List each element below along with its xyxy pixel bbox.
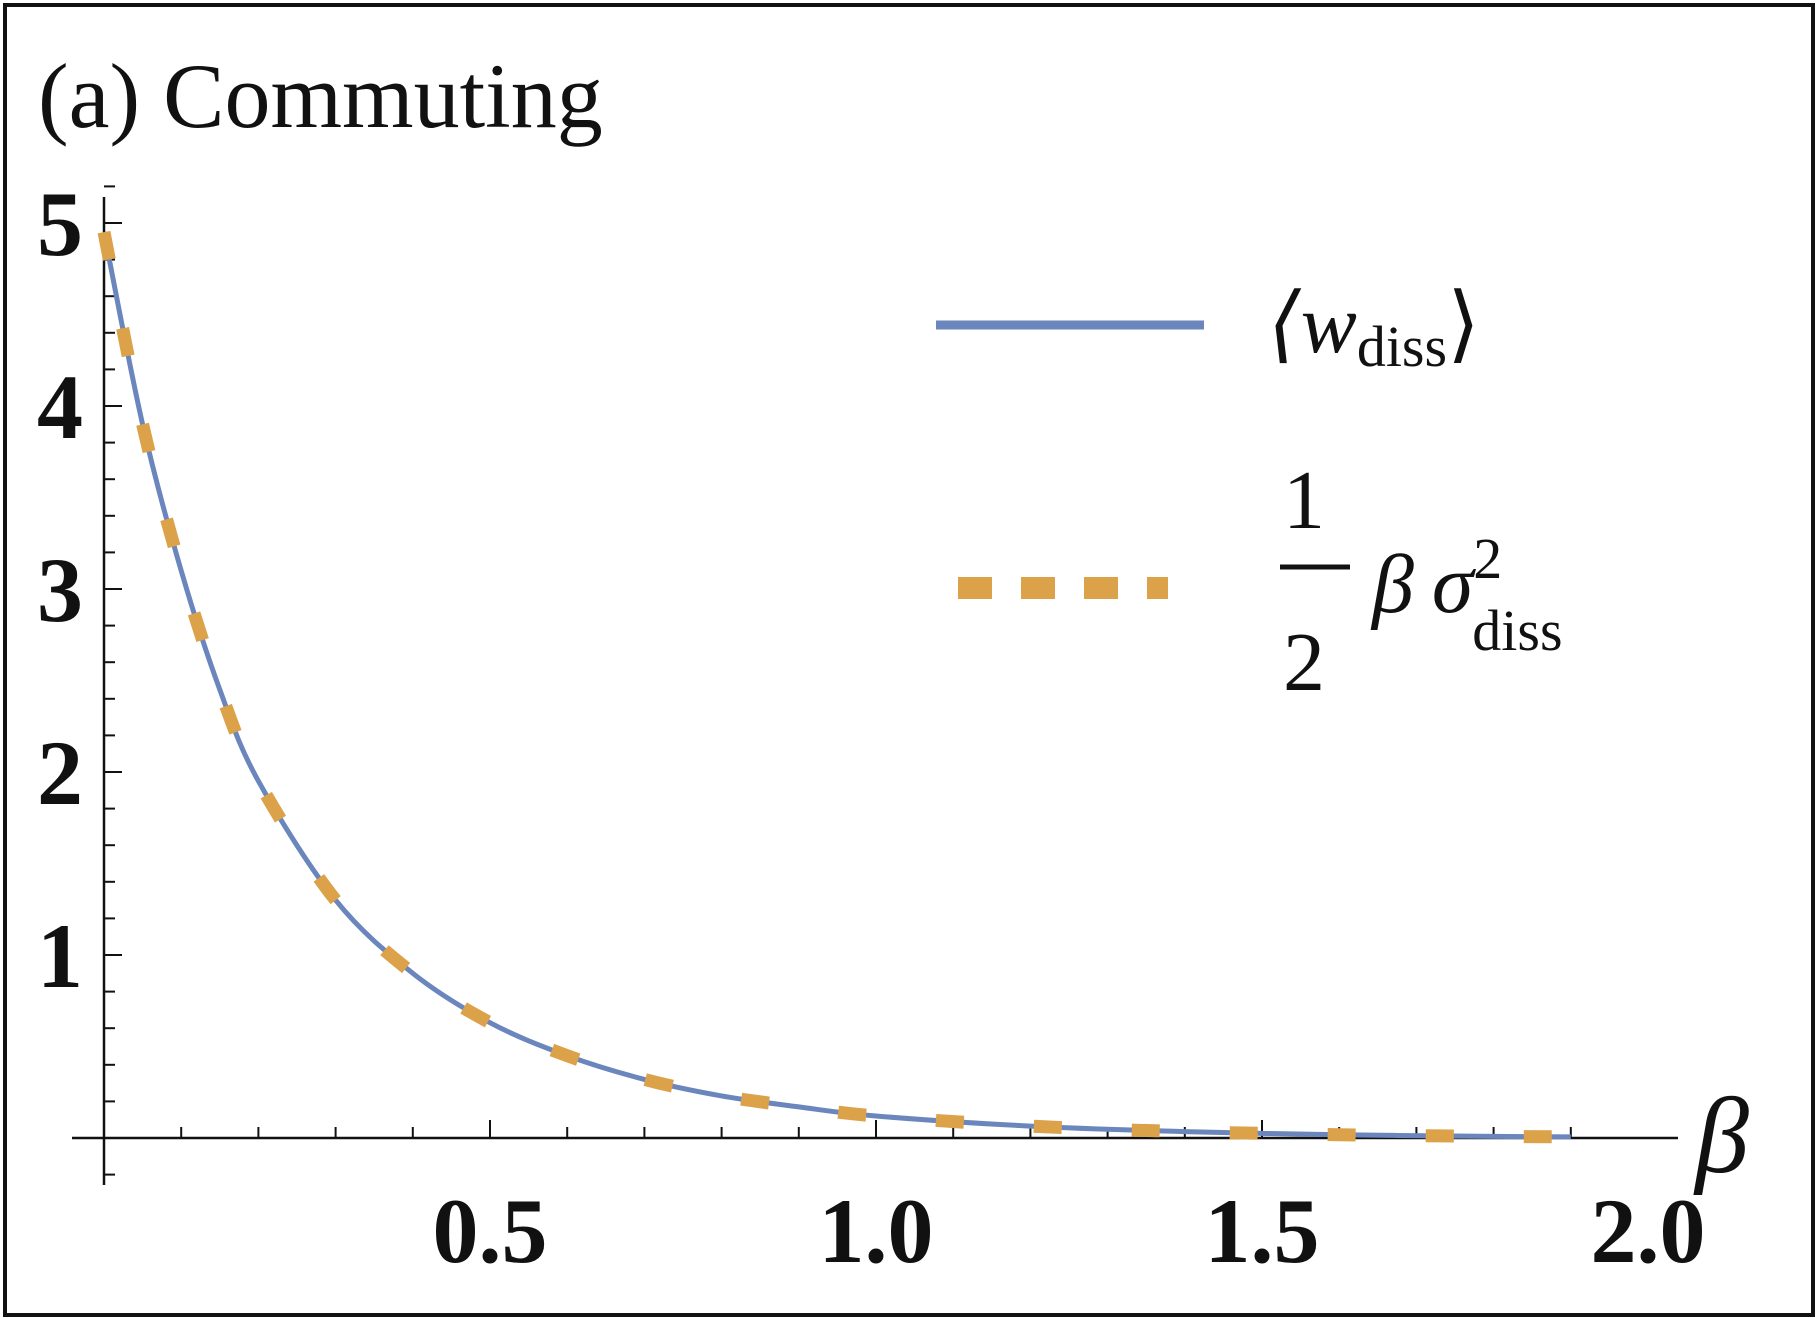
series-line-half-beta-sigma-squared [97,230,1571,1144]
y-tick-label: 4 [37,356,83,458]
ticks: 0.5 1.0 1.5 2.0 1 2 3 4 5 [37,173,1706,1282]
x-axis-label: β [1693,1077,1749,1196]
legend-w-main: ⟨w [1268,278,1357,371]
x-tick-label: 0.5 [433,1180,548,1282]
x-tick-label: 1.5 [1205,1180,1320,1282]
legend: ⟨wdiss⟩ 1 2 β σ2 diss [936,278,1563,709]
figure-frame [3,3,1815,1317]
y-tick-label: 2 [37,722,83,824]
x-tick-label: 1.0 [819,1180,934,1282]
legend-label-sigma: β σ2 diss [1370,526,1563,663]
legend-w-close: ⟩ [1447,278,1480,371]
series-layer [97,230,1571,1144]
y-tick-label: 1 [37,905,83,1007]
y-tick-label: 3 [37,539,83,641]
y-tick-label: 5 [37,173,83,275]
panel-title: (a) Commuting [38,45,603,147]
legend-beta: β [1370,538,1414,631]
legend-sigma-sup: 2 [1473,526,1502,591]
legend-sigma: σ [1432,538,1477,631]
legend-w-sub: diss [1357,314,1447,379]
legend-label-w-diss: ⟨wdiss⟩ [1268,278,1480,379]
legend-sigma-sub: diss [1472,598,1562,663]
legend-fraction-numerator: 1 [1283,454,1325,547]
legend-fraction-denominator: 2 [1283,616,1325,709]
x-tick-label: 2.0 [1591,1180,1706,1282]
